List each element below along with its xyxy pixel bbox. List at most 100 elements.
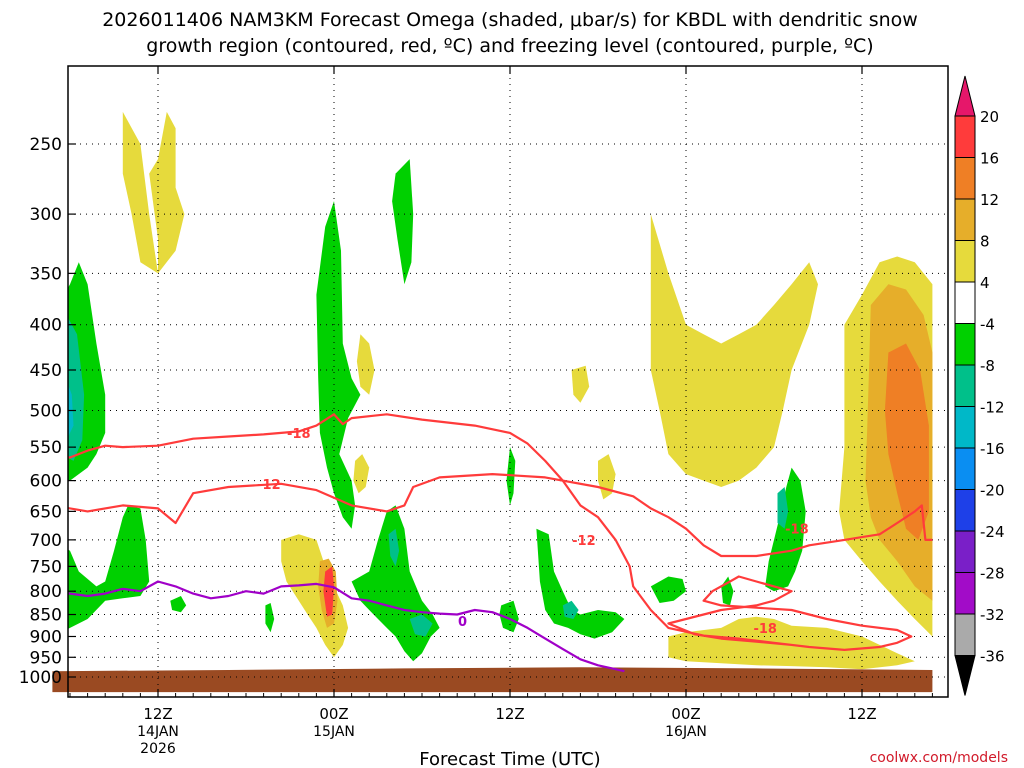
colorbar-label-0: 20 [980,108,999,126]
y-tick-label-450: 450 [30,361,62,381]
omega-region-25 [265,603,275,633]
omega-region-12 [323,566,334,617]
y-tick-label-900: 900 [30,627,62,647]
y-tick-label-800: 800 [30,582,62,602]
colorbar-label-13: -36 [980,648,1005,666]
omega-region-4 [281,534,349,658]
contour-label-2: -12 [572,534,596,549]
colorbar-swatch-9 [954,489,976,532]
x-tick-label-4-0: 12Z [847,705,876,723]
omega-region-15 [316,201,361,529]
omega-region-10 [884,343,929,540]
colorbar-label-8: -16 [980,440,1005,458]
x-tick-label-3-1: 16JAN [665,724,707,740]
contour-label-layer: -18 -12 -12 -18 -18 0 [257,427,809,637]
omega-region-31 [409,614,433,637]
chart-title-line-2: growth region (contoured, red, ºC) and f… [146,35,873,57]
y-tick-label-300: 300 [30,205,62,225]
y-tick-label-350: 350 [30,264,62,284]
colorbar-swatch-2 [954,198,976,241]
colorbar-label-11: -28 [980,565,1005,583]
y-tick-label-250: 250 [30,135,62,155]
colorbar-swatch-12 [954,613,976,656]
colorbar-swatch-1 [954,157,976,200]
y-tick-label-750: 750 [30,557,62,577]
colorbar-label-1: 16 [980,150,999,168]
x-tick-label-0-0: 12Z [143,705,172,723]
x-axis-label: Forecast Time (UTC) [419,749,600,768]
omega-region-14 [68,505,150,629]
y-tick-label-950: 950 [30,648,62,668]
y-tick-label-550: 550 [30,438,62,458]
colorbar-swatch-11 [954,572,976,615]
terrain-ground [52,667,933,693]
y-tick-label-500: 500 [30,402,62,422]
colorbar-label-12: -32 [980,606,1005,624]
omega-region-16 [392,159,414,285]
contour-line-0 [68,473,933,558]
colorbar: 20 16 12 8 4 -4 -8 -12 -16 -20 -24 -28 -32 -36 [954,75,1005,696]
colorbar-label-2: 12 [980,191,999,209]
omega-region-20 [536,528,625,639]
colorbar-swatch-6 [954,364,976,407]
colorbar-bottom-arrow [954,655,976,696]
omega-region-1 [650,214,818,487]
omega-region-8 [598,454,616,500]
colorbar-swatch-0 [954,115,976,158]
omega-shading-layer [68,111,933,670]
x-tick-label-0-1: 14JAN [137,724,179,740]
colorbar-swatch-4 [954,281,976,324]
contour-label-0: -18 [287,427,311,442]
contour-layer [68,413,933,673]
omega-region-6 [353,454,370,494]
colorbar-top-arrow [954,75,976,117]
y-tick-label-600: 600 [30,472,62,492]
colorbar-label-10: -24 [980,523,1005,541]
colorbar-swatch-7 [954,406,976,449]
credit-link[interactable]: coolwx.com/models [870,750,1008,766]
colorbar-label-7: -12 [980,399,1005,417]
colorbar-label-3: 8 [980,233,990,251]
contour-label-4: -18 [753,622,777,637]
omega-region-21 [765,467,806,592]
omega-region-22 [650,576,686,603]
grid-layer [68,66,948,697]
omega-region-0 [122,111,185,274]
y-tick-label-400: 400 [30,316,62,336]
contour-label-1: -12 [257,478,281,493]
contour-label-5: 0 [458,615,467,630]
colorbar-swatch-8 [954,447,976,490]
plot-frame [67,65,949,698]
colorbar-label-6: -8 [980,357,995,375]
omega-region-19 [499,600,519,633]
chart-title-line-1: 2026011406 NAM3KM Forecast Omega (shaded… [102,9,918,31]
contour-line-1 [68,413,913,651]
colorbar-swatch-3 [954,240,976,283]
y-tick-label-650: 650 [30,502,62,522]
colorbar-label-5: -4 [980,316,995,334]
x-tick-label-0-2: 2026 [140,741,176,757]
colorbar-swatch-10 [954,530,976,573]
x-tick-label-1-0: 00Z [319,705,348,723]
contour-line-2 [68,580,625,673]
x-tick-label-3-0: 00Z [671,705,700,723]
omega-region-29 [388,528,400,567]
omega-region-5 [356,334,375,395]
omega-region-24 [170,596,187,613]
colorbar-swatch-5 [954,323,976,366]
x-tick-label-1-1: 15JAN [313,724,355,740]
omega-region-7 [571,365,590,403]
colorbar-label-9: -20 [980,482,1005,500]
y-axis: 2503003504004505005506006507007508008509… [19,135,76,688]
colorbar-label-4: 4 [980,274,990,292]
ground-layer [52,667,933,693]
omega-region-3 [668,616,915,670]
y-tick-label-850: 850 [30,606,62,626]
y-tick-label-700: 700 [30,531,62,551]
y-tick-label-1000: 1000 [19,668,62,688]
contour-label-3: -18 [785,523,809,538]
x-tick-label-2-0: 12Z [495,705,524,723]
